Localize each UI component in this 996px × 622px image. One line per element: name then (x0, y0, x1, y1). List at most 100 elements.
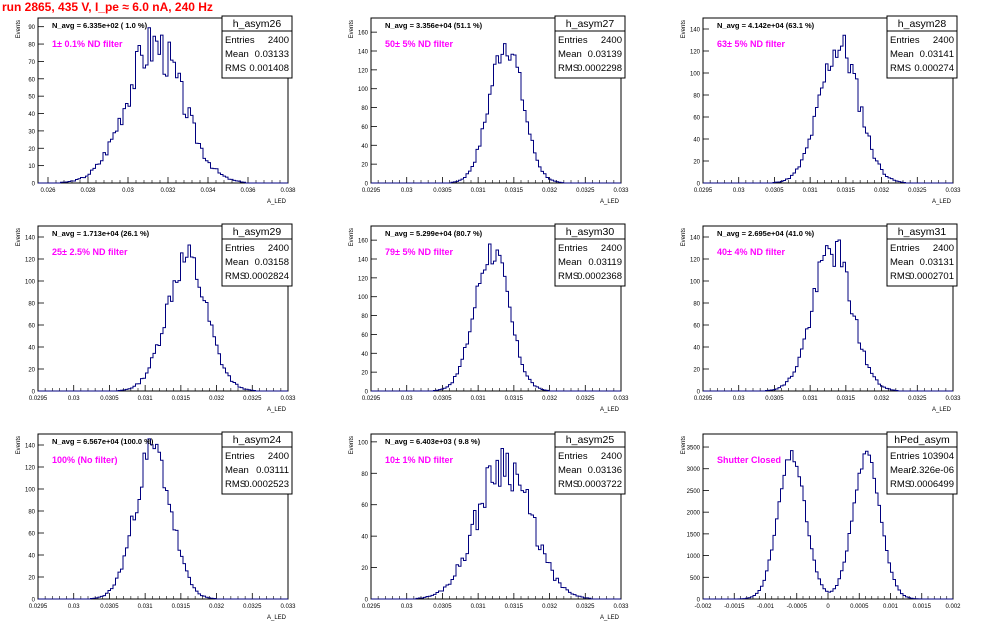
y-tick-label: 60 (361, 333, 368, 339)
y-tick-label: 0 (365, 182, 369, 188)
stats-label-mean: Mean (558, 49, 582, 60)
histogram-line (703, 239, 953, 392)
y-tick-label: 80 (361, 106, 368, 112)
stats-box (554, 431, 626, 495)
stats-value-mean: 0.03131 (920, 257, 954, 268)
y-tick-label: 40 (693, 346, 700, 352)
navg-annotation: N_avg = 5.299e+04 (80.7 %) (385, 229, 483, 238)
y-tick-label: 10 (28, 164, 35, 170)
x-tick-label: 0.03 (401, 604, 413, 610)
plot-frame (37, 17, 289, 184)
y-tick-label: 80 (361, 314, 368, 320)
stats-title: h_asym28 (898, 18, 947, 30)
x-tick-label: 0.0295 (694, 396, 713, 402)
filter-annotation: 100% (No filter) (52, 455, 118, 465)
x-tick-label: 0.028 (80, 188, 96, 194)
x-tick-label: 0.001 (883, 604, 899, 610)
y-axis-label: Events (16, 20, 22, 38)
x-tick-label: 0.0305 (433, 604, 452, 610)
y-tick-label: 20 (361, 163, 368, 169)
stats-value-entries: 2400 (601, 35, 622, 46)
histogram-line (371, 243, 621, 392)
stats-value-rms: 0.0002298 (577, 63, 622, 74)
filter-annotation: 50± 5% ND filter (385, 39, 453, 49)
x-tick-label: 0.0295 (29, 396, 48, 402)
x-tick-label: 0.033 (280, 604, 296, 610)
y-tick-label: 50 (28, 95, 35, 101)
x-tick-label: 0.0325 (243, 396, 262, 402)
filter-annotation: 79± 5% ND filter (385, 247, 453, 257)
y-tick-label: 100 (25, 488, 36, 494)
stats-box (221, 223, 293, 287)
x-tick-label: 0.033 (613, 188, 629, 194)
x-tick-label: 0.034 (200, 188, 216, 194)
y-tick-label: 160 (358, 239, 369, 245)
stats-title: h_asym31 (898, 226, 947, 238)
stats-label-entries: Entries (890, 451, 920, 462)
stats-box (886, 15, 958, 79)
y-tick-label: 100 (690, 280, 701, 286)
y-axis-label: Events (349, 228, 355, 246)
histogram-line (703, 450, 953, 600)
stats-value-entries: 2400 (601, 243, 622, 254)
y-axis-label: Events (681, 228, 687, 246)
y-tick-label: 3000 (687, 467, 701, 473)
x-tick-label: 0.031 (803, 188, 819, 194)
y-tick-label: 140 (358, 50, 369, 56)
y-tick-label: 40 (28, 554, 35, 560)
histogram-line (371, 447, 621, 600)
y-tick-label: 2000 (687, 511, 701, 517)
y-tick-label: 100 (358, 87, 369, 93)
x-axis-label: A_LED (267, 615, 287, 621)
stats-value-entries: 2400 (268, 451, 289, 462)
y-tick-label: 140 (358, 258, 369, 264)
histogram-panel-h_asym28: 0 20 40 60 80 100 120 140 0.0295 0.03 0.0305 0.031 0… (681, 15, 961, 205)
navg-annotation: N_avg = 1.713e+04 (26.1 %) (52, 229, 150, 238)
x-tick-label: 0.032 (209, 604, 225, 610)
stats-value-mean: 0.03139 (588, 49, 622, 60)
x-tick-label: -0.0015 (724, 604, 745, 610)
stats-label-rms: RMS (890, 63, 911, 74)
x-tick-label: 0.033 (613, 604, 629, 610)
x-tick-label: 0.031 (138, 396, 154, 402)
x-tick-label: 0.0315 (837, 188, 856, 194)
x-tick-label: 0.0325 (908, 188, 927, 194)
stats-value-rms: 0.0006499 (909, 479, 954, 490)
stats-label-mean: Mean (890, 49, 914, 60)
navg-annotation: N_avg = 6.335e+02 ( 1.0 %) (52, 21, 148, 30)
y-tick-label: 120 (25, 258, 36, 264)
y-tick-label: 20 (693, 368, 700, 374)
x-tick-label: 0.031 (471, 188, 487, 194)
y-axis-label: Events (16, 228, 22, 246)
x-tick-label: 0.033 (613, 396, 629, 402)
x-tick-label: 0.03 (401, 188, 413, 194)
page-title: run 2865, 435 V, I_pe ≈ 6.0 nA, 240 Hz (2, 0, 213, 14)
navg-annotation: N_avg = 2.695e+04 (41.0 %) (717, 229, 815, 238)
y-tick-label: 60 (361, 503, 368, 509)
y-tick-label: 0 (697, 390, 701, 396)
y-tick-label: 0 (697, 182, 701, 188)
x-tick-label: 0.0295 (362, 604, 381, 610)
x-axis-label: A_LED (600, 407, 620, 413)
y-tick-label: 80 (693, 302, 700, 308)
stats-label-rms: RMS (558, 63, 579, 74)
histogram-panel-h_asym31: 0 20 40 60 80 100 120 140 0.0295 0.03 0.0305 0.031 0… (681, 223, 961, 413)
histogram-panel-h_asym27: 0 20 40 60 80 100 120 140 160 0.0295 0.03 0.0305 0.0… (349, 15, 629, 205)
x-tick-label: 0.0325 (576, 396, 595, 402)
stats-label-mean: Mean (890, 257, 914, 268)
y-tick-label: 40 (361, 535, 368, 541)
x-tick-label: 0.0305 (433, 188, 452, 194)
x-tick-label: 0.0295 (694, 188, 713, 194)
plot-frame (370, 17, 622, 184)
y-tick-label: 40 (28, 112, 35, 118)
y-tick-label: 60 (28, 532, 35, 538)
y-axis-label: Events (349, 20, 355, 38)
plot-frame (702, 225, 954, 392)
x-tick-label: 0.0305 (100, 604, 119, 610)
x-tick-label: 0.0005 (850, 604, 869, 610)
y-tick-label: 40 (361, 352, 368, 358)
filter-annotation: 10± 1% ND filter (385, 455, 453, 465)
y-tick-label: 20 (361, 566, 368, 572)
stats-title: h_asym27 (566, 18, 615, 30)
y-tick-label: 40 (693, 138, 700, 144)
